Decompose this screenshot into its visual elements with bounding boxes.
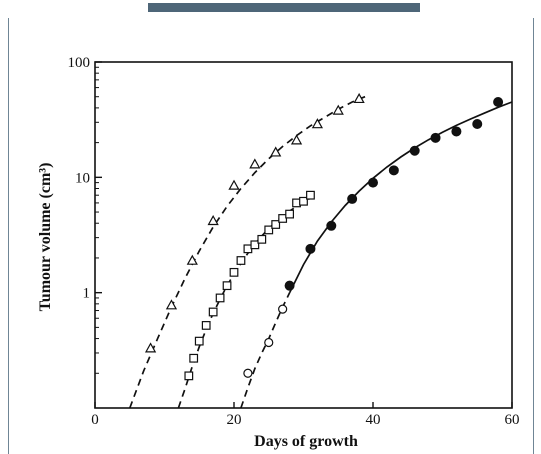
fit-curve-4	[288, 101, 513, 294]
data-point-square-open	[222, 281, 232, 291]
data-point-triangle-open	[186, 254, 198, 265]
data-point-triangle-open	[144, 342, 157, 353]
data-point-square-open	[208, 307, 218, 317]
data-point-square-open	[201, 321, 211, 330]
data-point-triangle-open	[270, 146, 282, 157]
data-point-circle-filled	[409, 145, 420, 156]
data-point-square-open	[236, 256, 246, 265]
data-point-square-open	[257, 234, 267, 244]
x-tick-label: 60	[505, 412, 520, 428]
data-point-circle-filled	[305, 243, 316, 254]
fitted-curves	[129, 94, 513, 409]
data-point-circle-filled	[430, 132, 441, 143]
data-point-circle-filled	[388, 165, 399, 176]
data-point-circle-open	[243, 368, 253, 378]
data-point-square-open	[264, 225, 274, 235]
axis-labels: Days of growth Tumour volume (cm³)	[37, 163, 358, 450]
y-tick-label: 1	[83, 286, 91, 302]
data-point-circle-filled	[347, 193, 358, 204]
data-point-square-open	[285, 209, 294, 219]
data-point-triangle-open	[228, 179, 240, 190]
data-point-square-open	[215, 293, 225, 303]
x-tick-label: 20	[227, 412, 242, 428]
x-tick-label: 0	[91, 412, 99, 428]
data-point-circle-open	[264, 337, 274, 348]
data-point-square-open	[229, 267, 239, 277]
data-point-square-open	[299, 196, 308, 206]
data-point-circle-filled	[368, 177, 378, 188]
fit-curve-1	[129, 94, 370, 409]
data-point-square-open	[306, 190, 315, 200]
y-tick-label: 100	[68, 55, 91, 71]
x-tick-label: 40	[366, 412, 381, 428]
axes: 0 20 40 60 1 10 100	[68, 55, 520, 428]
data-point-triangle-open	[207, 214, 219, 226]
data-point-square-open	[189, 353, 199, 363]
data-point-square-open	[194, 336, 204, 346]
data-point-circle-filled	[451, 126, 462, 137]
fit-curve-3	[240, 292, 291, 409]
top-banner-bar	[148, 3, 420, 12]
data-point-triangle-open	[332, 104, 344, 115]
data-point-triangle-open	[353, 92, 365, 104]
data-point-triangle-open	[249, 158, 261, 169]
data-point-circle-filled	[493, 96, 504, 107]
fit-curve-2	[177, 197, 311, 409]
figure-frame	[8, 18, 534, 454]
data-point-triangle-open	[165, 299, 178, 310]
data-point-triangle-open	[290, 134, 303, 145]
data-point-circle-filled	[326, 220, 337, 231]
plot-area-border	[94, 61, 513, 409]
y-axis-title: Tumour volume (cm³)	[37, 163, 54, 312]
data-point-square-open	[184, 371, 194, 381]
data-point-triangle-open	[311, 118, 324, 129]
data-point-square-open	[250, 240, 260, 250]
x-axis-title: Days of growth	[254, 433, 358, 450]
data-point-circle-open	[278, 304, 288, 314]
data-points	[144, 92, 504, 381]
data-point-square-open	[271, 220, 281, 229]
y-tick-label: 10	[75, 170, 90, 186]
data-point-circle-filled	[472, 119, 483, 130]
data-point-circle-filled	[284, 280, 295, 291]
